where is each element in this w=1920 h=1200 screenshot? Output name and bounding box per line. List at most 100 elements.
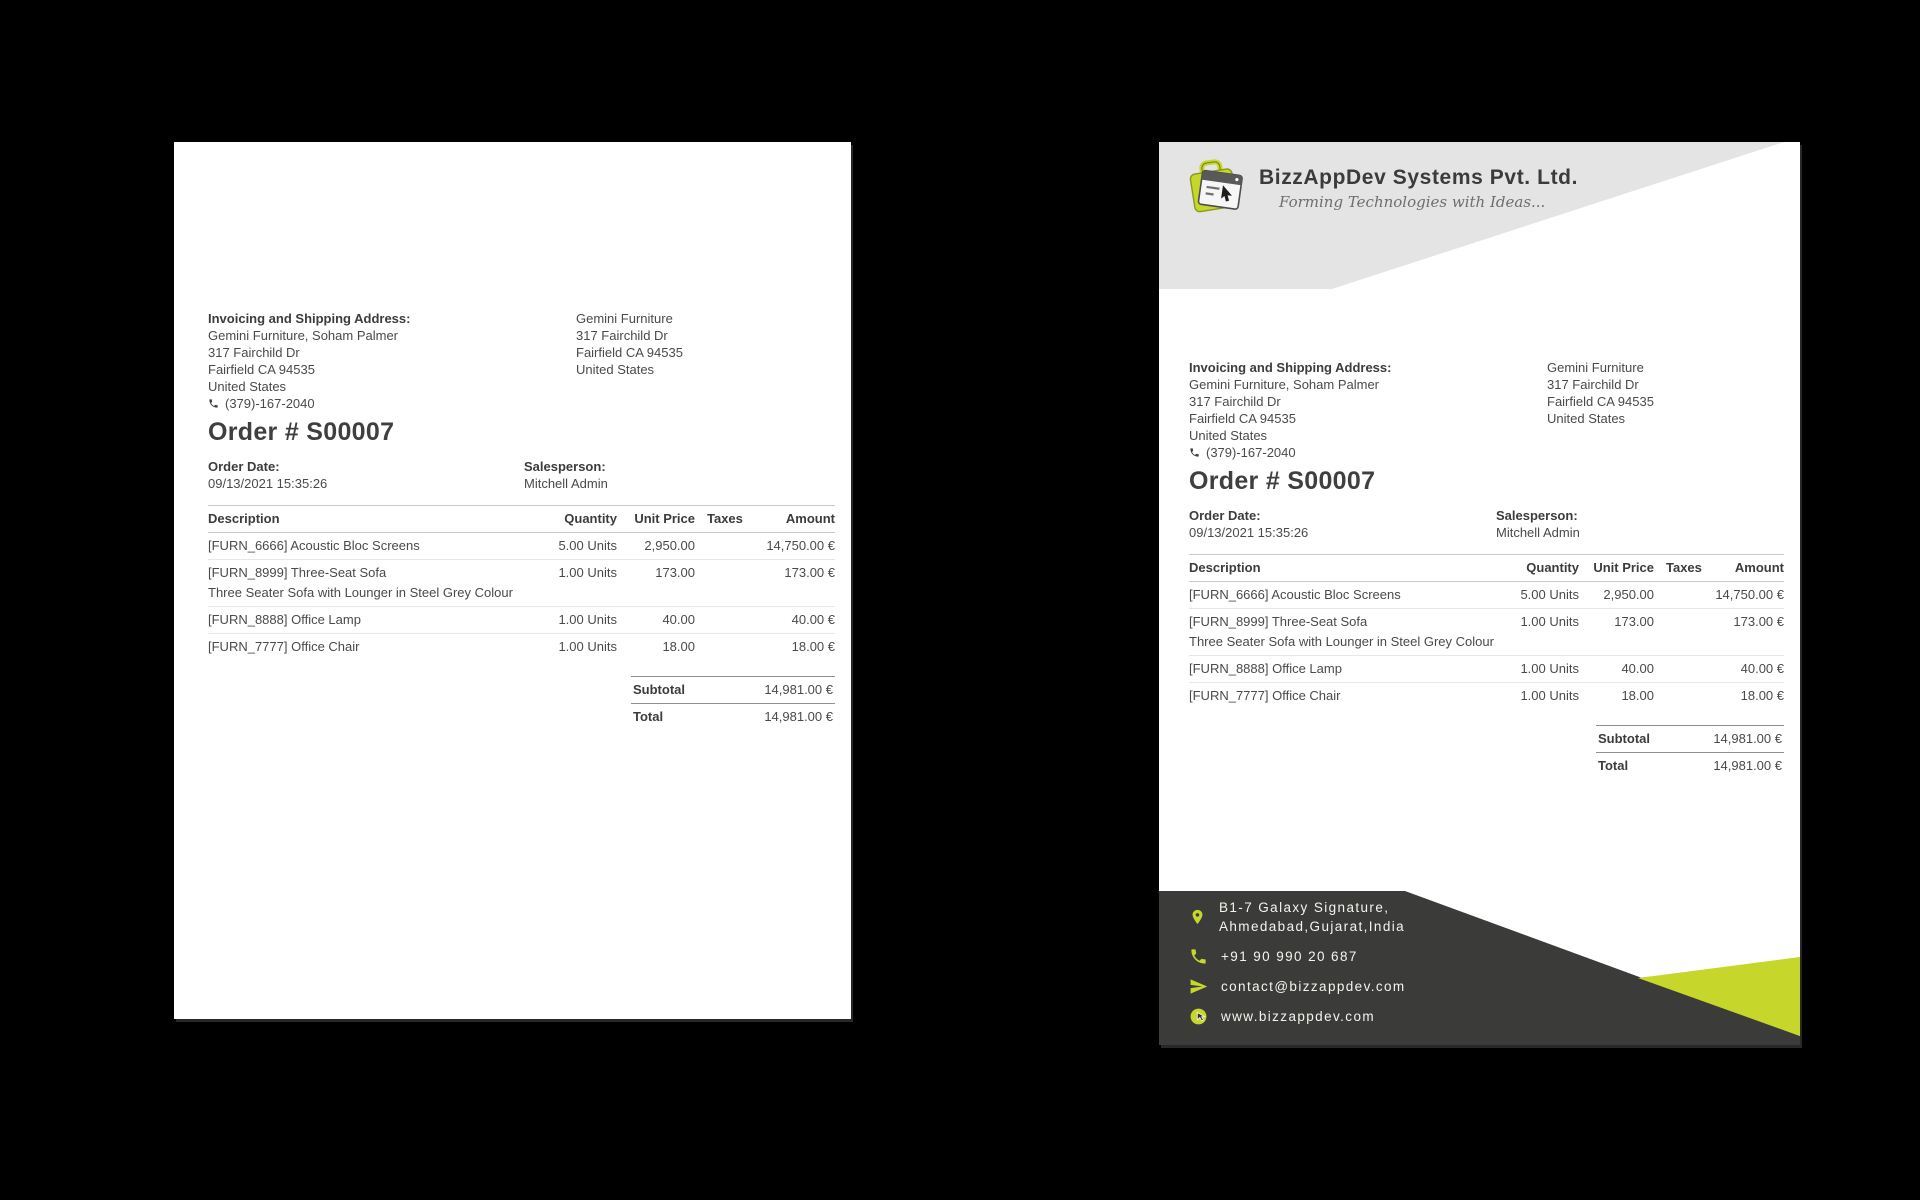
footer-website: www.bizzappdev.com <box>1221 1009 1376 1024</box>
table-row: [FURN_6666] Acoustic Bloc Screens 5.00 U… <box>208 533 835 560</box>
send-icon <box>1190 979 1208 994</box>
col-header-amount: Amount <box>785 511 835 526</box>
customer-phone: (379)-167-2040 <box>1206 445 1296 460</box>
line-taxes <box>1654 614 1709 630</box>
brand-block: BizzAppDev Systems Pvt. Ltd. Forming Tec… <box>1183 156 1578 218</box>
line-quantity: 1.00 Units <box>558 639 617 654</box>
address-line: United States <box>576 362 655 377</box>
footer-contact-block: B1-7 Galaxy Signature, Ahmedabad,Gujarat… <box>1189 898 1406 1037</box>
line-description: [FURN_8888] Office Lamp <box>208 612 361 627</box>
address-line: Fairfield CA 94535 <box>208 362 315 377</box>
table-header-row: Description Quantity Unit Price Taxes Am… <box>1189 554 1784 582</box>
line-quantity: 1.00 Units <box>1520 614 1579 629</box>
shipping-address: Gemini Furniture 317 Fairchild Dr Fairfi… <box>1547 359 1654 461</box>
total-label: Total <box>633 709 664 724</box>
line-description: [FURN_6666] Acoustic Bloc Screens <box>1189 587 1401 602</box>
line-amount: 40.00 € <box>791 612 835 627</box>
customer-phone-line: (379)-167-2040 <box>208 395 576 412</box>
line-amount: 18.00 € <box>791 639 835 654</box>
address-line: United States <box>208 379 287 394</box>
subtotal-value: 14,981.00 € <box>764 682 833 697</box>
footer-phone-row: +91 90 990 20 687 <box>1189 947 1406 966</box>
plain-order-document: Invoicing and Shipping Address: Gemini F… <box>174 142 851 1019</box>
globe-cursor-icon <box>1190 1008 1207 1025</box>
order-date-block: Order Date: 09/13/2021 15:35:26 <box>1189 507 1496 541</box>
order-line-items: [FURN_6666] Acoustic Bloc Screens 5.00 U… <box>208 533 835 660</box>
order-meta: Order Date: 09/13/2021 15:35:26 Salesper… <box>1189 507 1784 541</box>
order-date-value: 09/13/2021 15:35:26 <box>208 476 328 491</box>
line-description: [FURN_8999] Three-Seat Sofa <box>208 565 387 580</box>
address-line: Gemini Furniture, Soham Palmer <box>1189 377 1380 392</box>
col-header-unit-price: Unit Price <box>634 511 695 526</box>
salesperson-block: Salesperson: Mitchell Admin <box>524 458 608 492</box>
address-line: 317 Fairchild Dr <box>208 345 300 360</box>
line-amount: 14,750.00 € <box>766 538 835 553</box>
total-label: Total <box>1598 758 1629 773</box>
line-taxes <box>695 639 755 655</box>
totals-block: Subtotal 14,981.00 € Total 14,981.00 € <box>631 676 835 730</box>
branded-order-document: BizzAppDev Systems Pvt. Ltd. Forming Tec… <box>1159 142 1800 1045</box>
address-line: 317 Fairchild Dr <box>1189 394 1281 409</box>
line-description: [FURN_7777] Office Chair <box>208 639 360 654</box>
line-taxes <box>1654 661 1709 677</box>
address-line: 317 Fairchild Dr <box>576 328 668 343</box>
invoicing-address: Invoicing and Shipping Address: Gemini F… <box>208 310 576 412</box>
line-amount: 18.00 € <box>1740 688 1784 703</box>
address-line: Gemini Furniture <box>576 311 673 326</box>
phone-icon <box>1191 949 1206 964</box>
line-amount: 14,750.00 € <box>1715 587 1784 602</box>
footer-address-line2: Ahmedabad,Gujarat,India <box>1219 919 1406 934</box>
subtotal-row: Subtotal 14,981.00 € <box>631 676 835 703</box>
footer-address: B1-7 Galaxy Signature, Ahmedabad,Gujarat… <box>1219 898 1405 936</box>
phone-icon <box>209 399 218 408</box>
subtotal-value: 14,981.00 € <box>1713 731 1782 746</box>
line-unit-price: 18.00 <box>662 639 695 654</box>
footer-phone: +91 90 990 20 687 <box>1221 949 1358 964</box>
totals-block: Subtotal 14,981.00 € Total 14,981.00 € <box>1596 725 1784 779</box>
salesperson-label: Salesperson: <box>1496 508 1578 523</box>
subtotal-row: Subtotal 14,981.00 € <box>1596 725 1784 752</box>
line-description: [FURN_6666] Acoustic Bloc Screens <box>208 538 420 553</box>
footer-email-row: contact@bizzappdev.com <box>1189 977 1406 996</box>
footer-address-line1: B1-7 Galaxy Signature, <box>1219 900 1390 915</box>
branded-footer: B1-7 Galaxy Signature, Ahmedabad,Gujarat… <box>1159 891 1800 1045</box>
brand-text: BizzAppDev Systems Pvt. Ltd. Forming Tec… <box>1259 156 1578 218</box>
line-quantity: 1.00 Units <box>558 612 617 627</box>
line-amount: 40.00 € <box>1740 661 1784 676</box>
total-row: Total 14,981.00 € <box>1596 752 1784 779</box>
plain-document-body: Invoicing and Shipping Address: Gemini F… <box>174 142 851 730</box>
line-unit-price: 40.00 <box>1621 661 1654 676</box>
order-table: Description Quantity Unit Price Taxes Am… <box>208 505 835 730</box>
invoicing-address-label: Invoicing and Shipping Address: <box>208 311 411 326</box>
col-header-quantity: Quantity <box>564 511 617 526</box>
address-line: Fairfield CA 94535 <box>1189 411 1296 426</box>
col-header-unit-price: Unit Price <box>1593 560 1654 575</box>
table-row: [FURN_7777] Office Chair 1.00 Units 18.0… <box>1189 683 1784 709</box>
line-taxes <box>695 612 755 628</box>
line-unit-price: 2,950.00 <box>1603 587 1654 602</box>
invoicing-address: Invoicing and Shipping Address: Gemini F… <box>1189 359 1547 461</box>
line-sub-description: Three Seater Sofa with Lounger in Steel … <box>208 585 513 600</box>
line-unit-price: 18.00 <box>1621 688 1654 703</box>
line-quantity: 1.00 Units <box>1520 661 1579 676</box>
line-taxes <box>695 538 755 554</box>
col-header-description: Description <box>208 511 280 526</box>
salesperson-block: Salesperson: Mitchell Admin <box>1496 507 1580 541</box>
line-quantity: 1.00 Units <box>558 565 617 580</box>
salesperson-value: Mitchell Admin <box>524 476 608 491</box>
footer-website-row: www.bizzappdev.com <box>1189 1007 1406 1026</box>
line-taxes <box>1654 688 1709 704</box>
order-title: Order # S00007 <box>208 418 395 446</box>
address-line: United States <box>1547 411 1626 426</box>
footer-background-shape <box>1159 891 1800 1045</box>
line-description: [FURN_8999] Three-Seat Sofa <box>1189 614 1368 629</box>
order-line-items: [FURN_6666] Acoustic Bloc Screens 5.00 U… <box>1189 582 1784 709</box>
table-row: [FURN_8999] Three-Seat Sofa 1.00 Units 1… <box>208 560 835 607</box>
customer-phone-line: (379)-167-2040 <box>1189 444 1547 461</box>
subtotal-label: Subtotal <box>633 682 685 697</box>
branded-document-body: Invoicing and Shipping Address: Gemini F… <box>1159 142 1800 779</box>
table-row: [FURN_8999] Three-Seat Sofa 1.00 Units 1… <box>1189 609 1784 656</box>
address-line: United States <box>1189 428 1268 443</box>
line-quantity: 5.00 Units <box>1520 587 1579 602</box>
address-line: 317 Fairchild Dr <box>1547 377 1639 392</box>
